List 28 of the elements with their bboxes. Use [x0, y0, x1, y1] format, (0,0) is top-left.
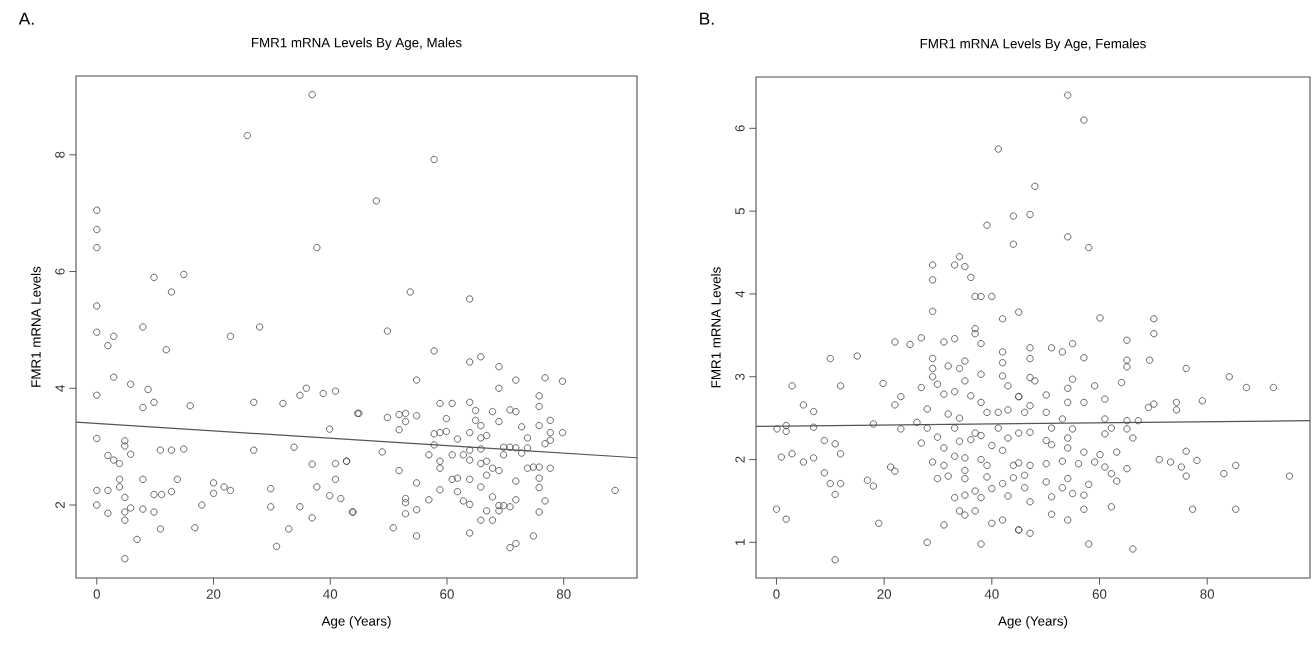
- y-tick-label: 4: [55, 384, 65, 392]
- y-axis-title: FMR1 mRNA Levels: [30, 266, 41, 387]
- text: A.: [18, 12, 34, 25]
- x-tick-label: 20: [206, 589, 221, 599]
- x-axis-title: Age (Years): [321, 615, 391, 629]
- y-tick-label: 3: [735, 373, 745, 380]
- chart-title: FMR1 mRNA Levels By Age, Females: [920, 38, 1146, 51]
- x-tick-label: 40: [323, 589, 338, 599]
- x-axis-title: Age (Years): [998, 615, 1068, 629]
- y-tick-label: 8: [55, 151, 65, 158]
- y-tick-label: 2: [735, 456, 745, 463]
- x-tick-label: 80: [556, 589, 571, 599]
- chart-title: FMR1 mRNA Levels By Age, Males: [252, 37, 462, 50]
- y-tick-label: 1: [735, 539, 745, 546]
- y-tick-label: 6: [735, 125, 745, 132]
- y-axis-title: FMR1 mRNA Levels: [710, 267, 721, 388]
- y-tick-label: 4: [735, 290, 745, 298]
- x-tick-label: 60: [1092, 589, 1107, 599]
- x-tick-label: 60: [440, 589, 454, 599]
- y-tick-label: 5: [735, 207, 745, 215]
- x-tick-label: 40: [984, 589, 999, 599]
- y-tick-label: 2: [55, 501, 65, 509]
- x-tick-label: 80: [1200, 589, 1215, 599]
- x-tick-label: 0: [773, 589, 780, 599]
- x-tick-label: 20: [877, 589, 892, 599]
- x-tick-label: 0: [93, 589, 100, 599]
- text: B.: [700, 12, 714, 25]
- y-tick-label: 6: [55, 268, 65, 275]
